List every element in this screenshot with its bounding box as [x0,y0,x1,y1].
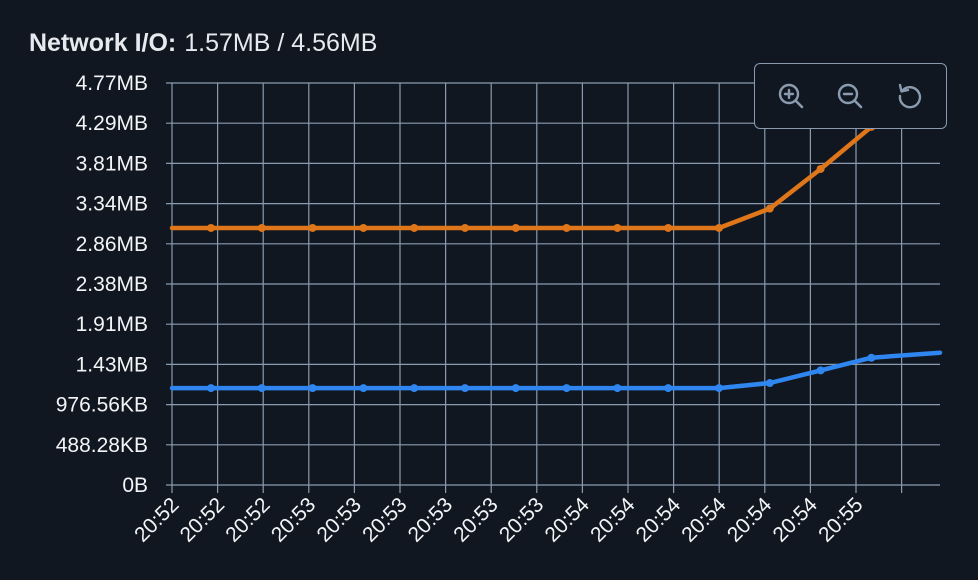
zoom-in-button[interactable] [771,76,811,116]
x-tick-label: 20:53 [358,493,411,546]
series-point [511,223,520,232]
zoom-out-button[interactable] [830,76,870,116]
y-tick-label: 976.56KB [56,394,148,417]
series-point [715,384,723,393]
series-point [207,223,215,232]
y-tick-label: 0B [122,474,148,497]
series-point [562,223,571,232]
series-point [664,223,673,232]
x-tick-label: 20:54 [632,493,686,547]
x-tick-label: 20:53 [404,493,457,546]
reset-icon [898,83,922,109]
chart-toolbar [754,63,947,129]
y-tick-label: 488.28KB [56,434,148,457]
series-point [715,223,723,232]
title-label: Network I/O: [29,29,177,57]
series-point [257,223,266,232]
x-tick-label: 20:53 [449,493,502,546]
reset-zoom-button[interactable] [890,76,930,116]
series-point [867,353,876,362]
y-tick-label: 1.91MB [76,313,148,336]
series-point [816,366,825,375]
y-tick-label: 2.86MB [76,233,148,256]
x-tick-label: 20:55 [814,493,867,546]
series-point [257,384,266,393]
series-point [816,164,825,173]
x-tick-label: 20:53 [495,493,548,546]
title-value: 1.57MB / 4.56MB [184,29,378,57]
x-tick-label: 20:54 [677,493,731,547]
series-line [169,350,943,391]
series-point [207,384,215,393]
series-point [613,384,622,393]
series-point [410,223,419,232]
chart-title: Network I/O: 1.57MB / 4.56MB [29,28,377,58]
zoom-in-icon [778,83,804,109]
series-line [169,98,943,231]
x-tick-label: 20:54 [769,493,823,547]
y-tick-label: 3.81MB [76,152,148,175]
y-tick-label: 4.77MB [76,72,148,95]
x-tick-label: 20:54 [723,493,777,547]
series-point [461,223,469,232]
series-point [664,384,673,393]
zoom-out-icon [838,83,863,109]
series-point [308,384,317,393]
x-tick-label: 20:54 [586,493,640,547]
x-tick-label: 20:52 [130,493,183,546]
y-tick-label: 4.29MB [76,112,148,135]
x-tick-label: 20:52 [176,493,229,546]
series-point [410,384,419,393]
x-tick-label: 20:53 [267,493,320,546]
series-point [359,223,368,232]
y-tick-label: 1.43MB [76,353,148,376]
series-point [461,384,469,393]
series-point [765,204,774,213]
series-point [562,384,571,393]
series-point [613,223,622,232]
x-tick-label: 20:53 [313,493,366,546]
y-tick-label: 3.34MB [76,193,148,216]
series-point [308,223,317,232]
x-tick-label: 20:54 [541,493,595,547]
y-tick-label: 2.38MB [76,273,148,296]
x-tick-label: 20:52 [221,493,274,546]
series-point [511,384,520,393]
series-point [359,384,368,393]
series-point [765,379,774,388]
